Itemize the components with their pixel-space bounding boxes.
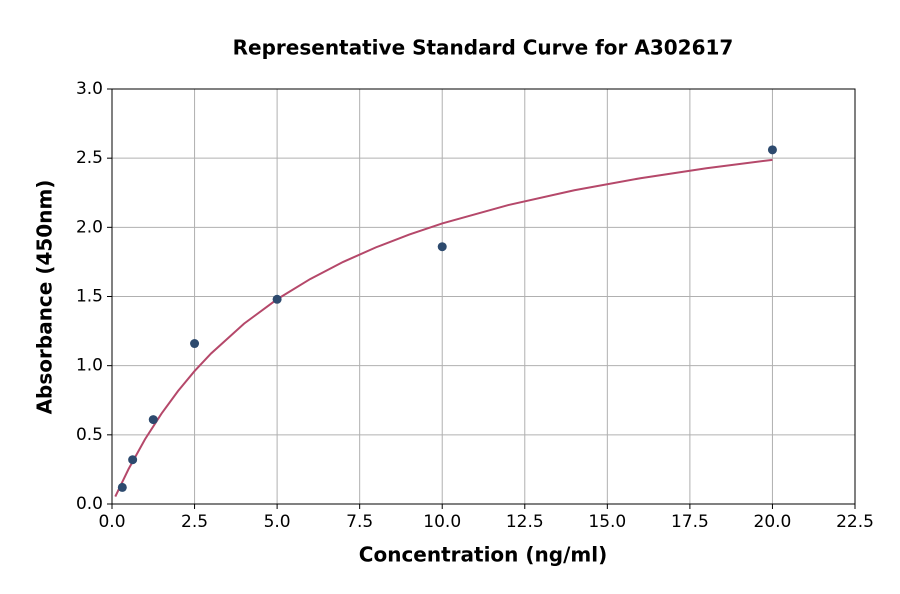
x-tick-label: 17.5 <box>671 512 709 532</box>
data-point <box>437 242 447 252</box>
y-axis-label: Absorbance (450nm) <box>33 180 57 415</box>
data-point <box>272 294 282 304</box>
x-tick-label: 2.5 <box>181 512 208 532</box>
x-tick-label: 7.5 <box>346 512 373 532</box>
y-tick-label: 3.0 <box>76 79 103 99</box>
y-tick-label: 0.0 <box>76 494 103 514</box>
x-tick-label: 10.0 <box>423 512 461 532</box>
plot-frame <box>111 88 856 505</box>
data-point <box>128 455 138 465</box>
x-tick-label: 5.0 <box>264 512 291 532</box>
x-tick-label: 15.0 <box>588 512 626 532</box>
data-point <box>190 339 200 349</box>
data-point <box>767 145 777 155</box>
data-point <box>117 482 127 492</box>
x-axis-label: Concentration (ng/ml) <box>359 543 607 567</box>
chart-title: Representative Standard Curve for A30261… <box>233 36 734 60</box>
y-tick-label: 1.5 <box>76 287 103 307</box>
fit-curve <box>114 158 773 497</box>
y-tick-label: 2.0 <box>76 217 103 237</box>
y-tick-label: 0.5 <box>76 425 103 445</box>
x-tick-label: 20.0 <box>754 512 792 532</box>
y-tick-label: 1.0 <box>76 356 103 376</box>
x-tick-label: 0.0 <box>98 512 125 532</box>
y-tick-label: 2.5 <box>76 148 103 168</box>
x-tick-label: 12.5 <box>506 512 544 532</box>
data-point <box>148 415 158 425</box>
x-tick-label: 22.5 <box>836 512 874 532</box>
